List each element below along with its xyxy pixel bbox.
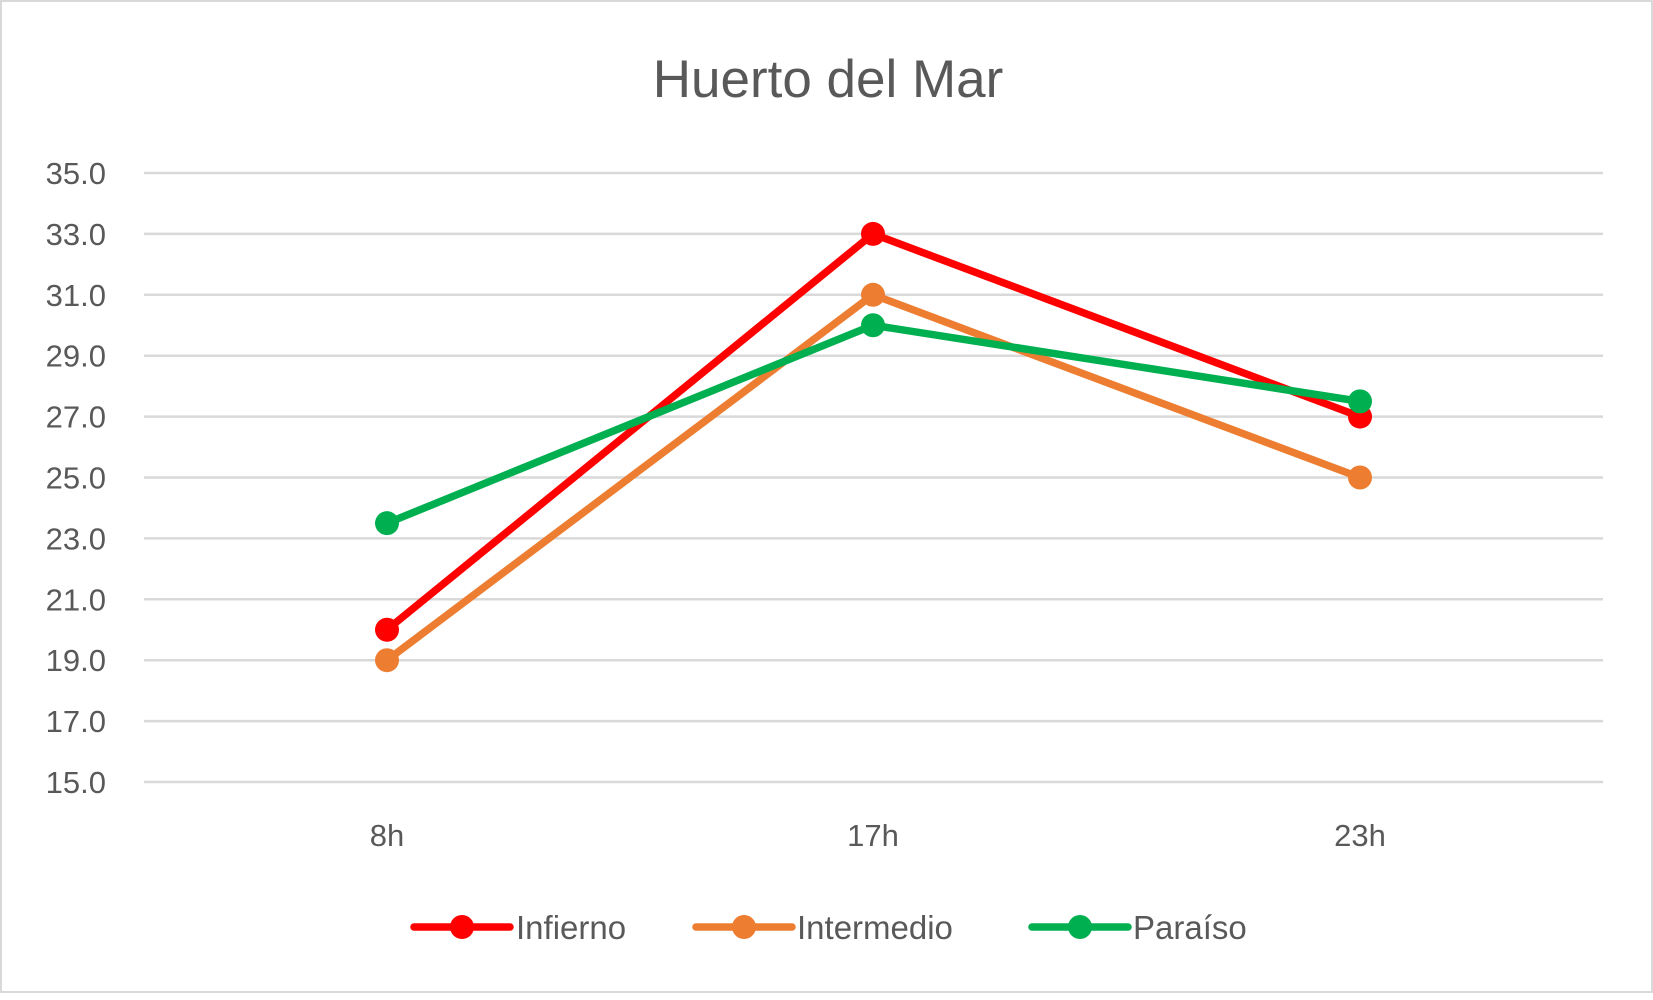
legend-label: Paraíso: [1133, 909, 1247, 946]
chart-title: Huerto del Mar: [653, 50, 1004, 109]
series-intermedio: [375, 282, 1372, 673]
y-tick-label: 15.0: [46, 765, 106, 800]
legend-label: Infierno: [516, 909, 626, 946]
x-tick-label: 17h: [847, 818, 899, 853]
x-tick-label: 8h: [370, 818, 404, 853]
data-point-marker[interactable]: [1348, 389, 1372, 414]
y-tick-label: 17.0: [46, 704, 106, 739]
y-tick-label: 25.0: [46, 461, 106, 496]
series-lines: [375, 221, 1372, 673]
legend-marker-icon: [732, 915, 756, 939]
series-paraíso: [375, 313, 1372, 536]
legend-marker-icon: [450, 915, 474, 939]
y-tick-label: 29.0: [46, 339, 106, 374]
legend: Infierno Intermedio Paraíso: [410, 909, 1247, 946]
data-point-marker[interactable]: [861, 313, 885, 338]
y-tick-label: 33.0: [46, 217, 106, 252]
data-point-marker[interactable]: [375, 648, 399, 673]
data-point-marker[interactable]: [375, 511, 399, 536]
gridlines: [144, 171, 1603, 784]
y-tick-label: 31.0: [46, 278, 106, 313]
y-tick-label: 19.0: [46, 643, 106, 678]
y-tick-label: 21.0: [46, 582, 106, 617]
data-point-marker[interactable]: [1348, 465, 1372, 490]
series-infierno: [375, 221, 1372, 642]
data-point-marker[interactable]: [375, 617, 399, 642]
y-tick-label: 35.0: [46, 156, 106, 191]
data-point-marker[interactable]: [861, 221, 885, 246]
data-point-marker[interactable]: [861, 282, 885, 307]
legend-label: Intermedio: [797, 909, 953, 946]
x-axis-labels: 8h 17h 23h: [370, 818, 1386, 853]
x-tick-label: 23h: [1334, 818, 1386, 853]
y-tick-label: 23.0: [46, 521, 106, 556]
legend-marker-icon: [1068, 915, 1092, 939]
legend-item-intermedio[interactable]: Intermedio: [692, 909, 953, 946]
legend-item-paraíso[interactable]: Paraíso: [1028, 909, 1247, 946]
y-tick-label: 27.0: [46, 400, 106, 435]
legend-item-infierno[interactable]: Infierno: [410, 909, 626, 946]
y-axis-labels: 15.0 17.0 19.0 21.0 23.0 25.0 27.0 29.0 31.0 33.0…: [46, 156, 106, 800]
